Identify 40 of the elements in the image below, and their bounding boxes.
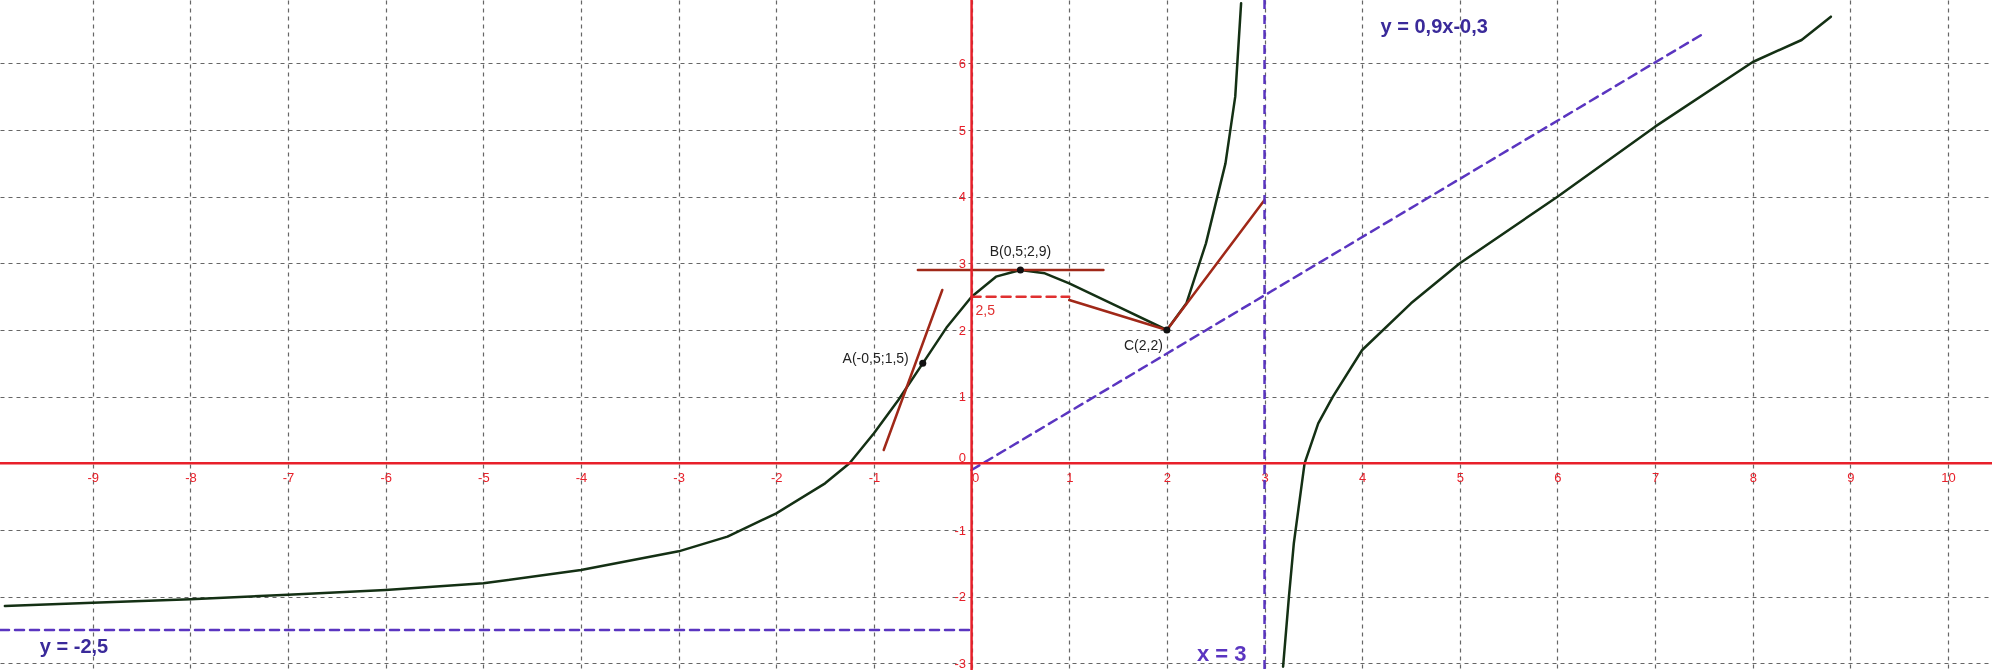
y-tick-label: 0 [958,449,967,465]
annotation: A(-0,5;1,5) [842,350,909,367]
x-tick-label: 4 [1359,469,1367,485]
x-tick-label: -3 [673,469,685,485]
x-tick-label: -4 [575,469,588,485]
y-tick-label: 6 [958,55,967,71]
x-tick-label: -1 [868,469,881,485]
y-tick-label: -2 [954,589,967,605]
annotation: 2,5 [975,301,996,318]
x-tick-label: 1 [1066,469,1074,485]
x-tick-label: 6 [1554,469,1562,485]
point [1163,326,1171,334]
y-tick-label: -3 [954,655,967,670]
point [1016,266,1024,274]
x-tick-label: 2 [1163,469,1171,485]
x-tick-label: -6 [380,469,392,485]
x-tick-label: 8 [1749,469,1757,485]
x-tick-label: -7 [282,469,295,485]
x-tick-label: 7 [1652,469,1660,485]
y-tick-label: 4 [958,189,967,205]
x-tick-label: 5 [1456,469,1464,485]
y-tick-label: -1 [954,522,967,538]
ref-line-label: x = 3 [1196,641,1247,666]
line-series [1281,15,1833,668]
y-tick-label: 1 [958,389,967,405]
line-series [3,2,1243,608]
y-tick-label: 2 [958,322,967,338]
x-tick-label: 9 [1847,469,1855,485]
x-tick-label: -2 [771,469,783,485]
annotation: B(0,5;2,9) [989,243,1052,259]
annotation: y = 0,9x-0,3 [1380,14,1488,37]
annotation: C(2,2) [1123,337,1163,353]
x-tick-label: -8 [185,469,197,485]
x-tick-label: -9 [87,469,100,485]
y-tick-label: 5 [958,122,967,138]
annotation: y = -2,5 [39,634,109,657]
x-tick-label: 10 [1941,469,1956,485]
x-tick-label: -5 [478,469,490,485]
point [919,359,927,367]
y-tick-label: 3 [958,255,967,271]
